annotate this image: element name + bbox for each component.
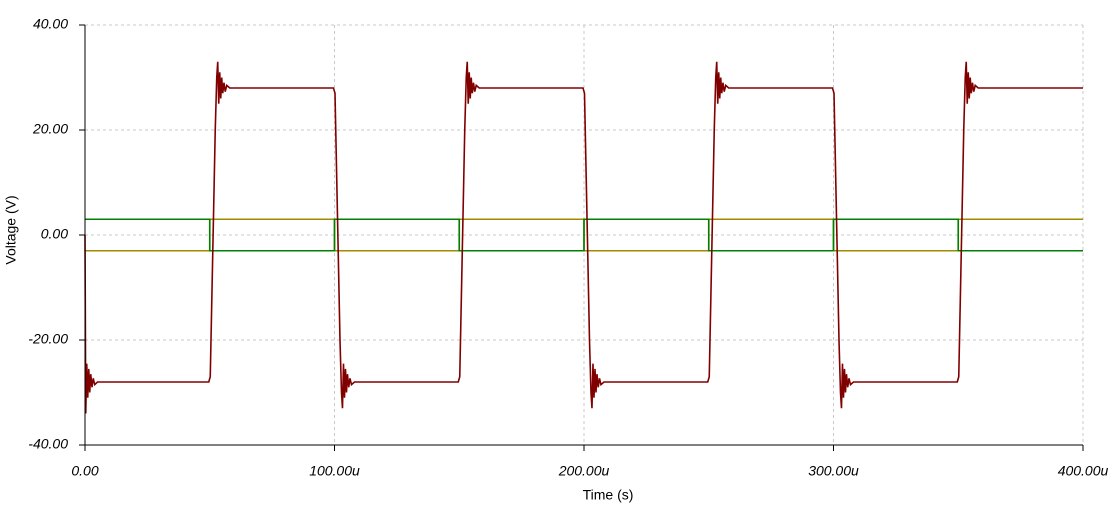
y-tick-label: 20.00	[32, 121, 68, 137]
y-axis-label: Voltage (V)	[3, 195, 19, 264]
x-tick-label: 300.00u	[808, 463, 859, 479]
series-line	[84, 61, 1083, 414]
y-tick-label: -40.00	[28, 436, 68, 452]
x-tick-label: 200.00u	[558, 463, 610, 479]
plot-area	[84, 61, 1083, 414]
x-tick-label: 0.00	[71, 463, 98, 479]
x-tick-label: 400.00u	[1058, 463, 1109, 479]
y-tick-label: 0.00	[41, 226, 68, 242]
y-tick-label: 40.00	[33, 16, 68, 32]
y-tick-label: -20.00	[28, 331, 68, 347]
x-tick-label: 100.00u	[309, 463, 360, 479]
x-axis-label: Time (s)	[583, 487, 634, 503]
series-line	[85, 218, 1083, 252]
